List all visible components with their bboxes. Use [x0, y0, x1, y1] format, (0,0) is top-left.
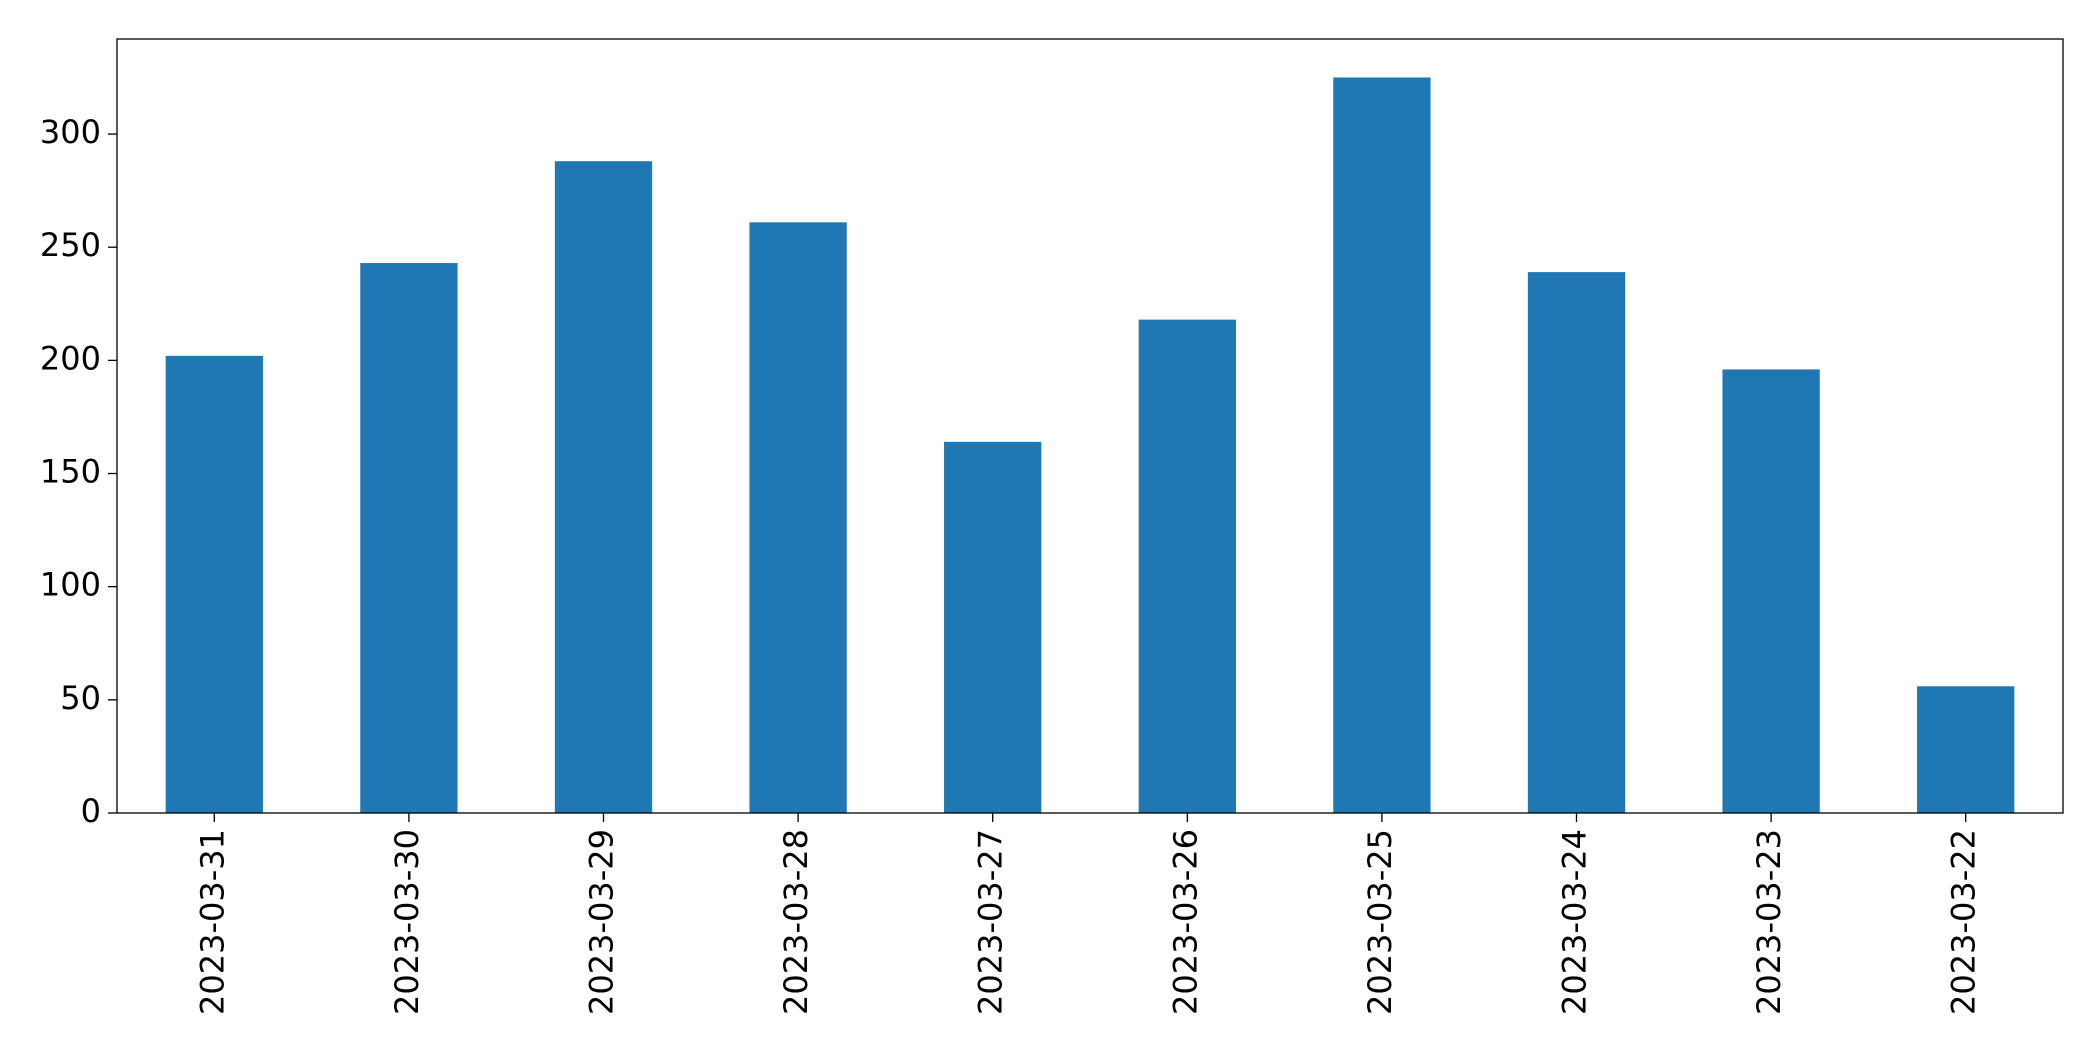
y-tick-label: 50: [60, 679, 101, 717]
y-tick-label: 200: [40, 339, 101, 377]
bar: [1917, 686, 2015, 813]
y-tick-label: 100: [40, 566, 101, 604]
x-tick-label: 2023-03-23: [1750, 829, 1788, 1015]
x-tick-label: 2023-03-26: [1166, 829, 1204, 1015]
x-tick-label: 2023-03-22: [1945, 829, 1983, 1015]
bar: [554, 161, 653, 814]
bar: [165, 355, 263, 813]
bar: [749, 222, 847, 813]
bar: [1333, 77, 1431, 813]
bar: [944, 441, 1042, 813]
x-tick-label: 2023-03-25: [1361, 829, 1399, 1015]
bar: [1722, 369, 1820, 813]
y-tick-label: 300: [40, 113, 101, 151]
y-tick-label: 150: [40, 453, 101, 491]
x-tick-label: 2023-03-27: [972, 829, 1010, 1015]
x-tick-label: 2023-03-30: [388, 829, 426, 1015]
plot-frame: [116, 38, 2064, 814]
bar: [1138, 319, 1236, 813]
x-tick-label: 2023-03-24: [1556, 829, 1594, 1015]
y-tick-label: 250: [40, 226, 101, 264]
bar: [360, 263, 458, 814]
y-tick-label: 0: [81, 792, 101, 830]
x-tick-label: 2023-03-29: [583, 829, 621, 1015]
bar: [1527, 272, 1626, 814]
x-tick-label: 2023-03-31: [193, 829, 231, 1015]
x-tick-label: 2023-03-28: [777, 829, 815, 1015]
